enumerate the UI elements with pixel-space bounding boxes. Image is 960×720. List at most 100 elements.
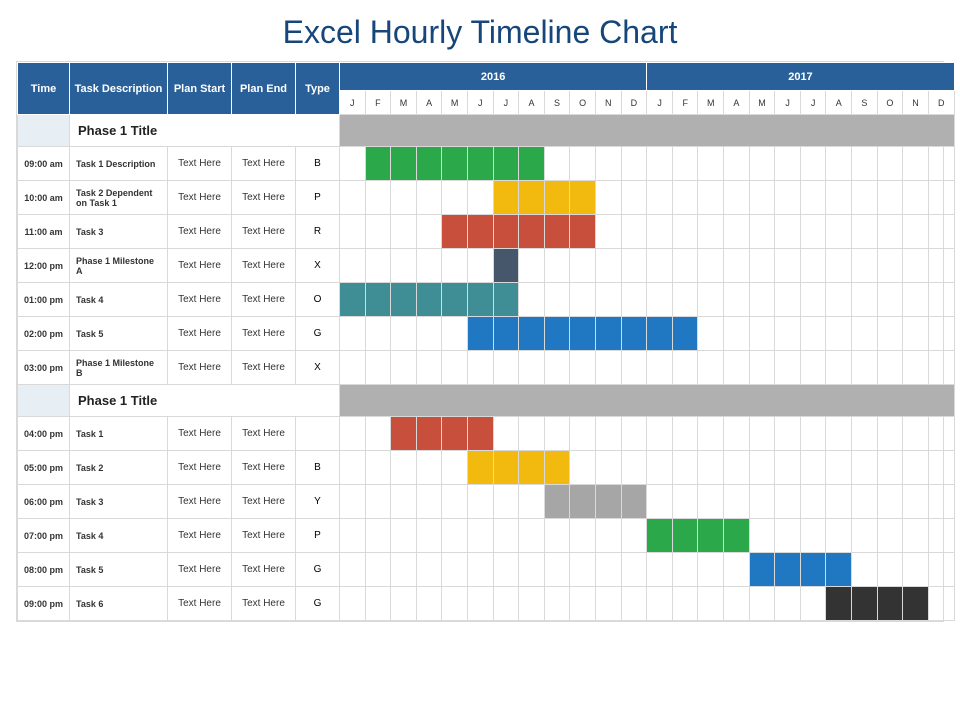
gantt-cell bbox=[928, 519, 954, 553]
task-time: 09:00 pm bbox=[18, 587, 70, 621]
gantt-bar bbox=[545, 181, 570, 214]
phase-bar bbox=[340, 115, 955, 147]
gantt-cell bbox=[570, 417, 596, 451]
gantt-cell bbox=[365, 553, 391, 587]
gantt-cell bbox=[595, 215, 621, 249]
task-plan-end: Text Here bbox=[232, 215, 296, 249]
gantt-cell bbox=[928, 215, 954, 249]
gantt-bar bbox=[366, 147, 391, 180]
gantt-cell bbox=[672, 181, 698, 215]
task-row: 09:00 amTask 1 DescriptionText HereText … bbox=[18, 147, 955, 181]
gantt-cell bbox=[852, 147, 878, 181]
gantt-cell bbox=[340, 147, 366, 181]
gantt-bar bbox=[596, 317, 621, 350]
task-row: 05:00 pmTask 2Text HereText HereB bbox=[18, 451, 955, 485]
gantt-cell bbox=[570, 147, 596, 181]
col-type: Type bbox=[296, 63, 340, 115]
gantt-cell bbox=[724, 249, 750, 283]
task-type: P bbox=[296, 519, 340, 553]
gantt-cell bbox=[775, 147, 801, 181]
gantt-cell bbox=[391, 587, 417, 621]
task-plan-start: Text Here bbox=[168, 215, 232, 249]
gantt-cell bbox=[340, 215, 366, 249]
gantt-cell bbox=[391, 485, 417, 519]
gantt-cell bbox=[826, 147, 852, 181]
gantt-cell bbox=[365, 215, 391, 249]
task-plan-start: Text Here bbox=[168, 147, 232, 181]
gantt-bar bbox=[698, 519, 723, 552]
gantt-cell bbox=[672, 317, 698, 351]
gantt-cell bbox=[416, 181, 442, 215]
gantt-bar bbox=[519, 451, 544, 484]
gantt-cell bbox=[467, 317, 493, 351]
month-header: J bbox=[340, 91, 366, 115]
gantt-cell bbox=[928, 485, 954, 519]
gantt-cell bbox=[903, 181, 929, 215]
gantt-cell bbox=[800, 587, 826, 621]
month-header: O bbox=[570, 91, 596, 115]
gantt-cell bbox=[544, 181, 570, 215]
task-time: 04:00 pm bbox=[18, 417, 70, 451]
gantt-cell bbox=[340, 451, 366, 485]
gantt-cell bbox=[544, 249, 570, 283]
month-header: F bbox=[365, 91, 391, 115]
gantt-cell bbox=[903, 283, 929, 317]
gantt-bar bbox=[494, 147, 519, 180]
gantt-cell bbox=[672, 283, 698, 317]
gantt-cell bbox=[365, 317, 391, 351]
gantt-cell bbox=[621, 519, 647, 553]
gantt-cell bbox=[621, 485, 647, 519]
gantt-bar bbox=[596, 485, 621, 518]
gantt-bar bbox=[468, 215, 493, 248]
gantt-bar bbox=[519, 181, 544, 214]
gantt-cell bbox=[800, 451, 826, 485]
gantt-cell bbox=[775, 451, 801, 485]
gantt-bar bbox=[801, 553, 826, 586]
gantt-cell bbox=[852, 519, 878, 553]
gantt-cell bbox=[467, 351, 493, 385]
task-desc: Task 4 bbox=[70, 283, 168, 317]
gantt-cell bbox=[493, 317, 519, 351]
gantt-cell bbox=[391, 283, 417, 317]
gantt-cell bbox=[467, 485, 493, 519]
gantt-cell bbox=[749, 351, 775, 385]
gantt-bar bbox=[442, 215, 467, 248]
gantt-cell bbox=[391, 553, 417, 587]
gantt-cell bbox=[749, 215, 775, 249]
col-desc: Task Description bbox=[70, 63, 168, 115]
task-time: 08:00 pm bbox=[18, 553, 70, 587]
gantt-cell bbox=[365, 485, 391, 519]
gantt-cell bbox=[698, 553, 724, 587]
gantt-cell bbox=[877, 519, 903, 553]
gantt-bar bbox=[647, 519, 672, 552]
gantt-cell bbox=[647, 317, 673, 351]
phase-row: Phase 1 Title bbox=[18, 385, 955, 417]
gantt-cell bbox=[775, 485, 801, 519]
task-type: R bbox=[296, 215, 340, 249]
task-plan-end: Text Here bbox=[232, 451, 296, 485]
gantt-cell bbox=[672, 351, 698, 385]
gantt-cell bbox=[365, 417, 391, 451]
gantt-cell bbox=[391, 417, 417, 451]
gantt-cell bbox=[519, 485, 545, 519]
gantt-cell bbox=[391, 215, 417, 249]
gantt-cell bbox=[595, 417, 621, 451]
gantt-cell bbox=[928, 283, 954, 317]
gantt-cell bbox=[877, 417, 903, 451]
gantt-bar bbox=[417, 283, 442, 316]
gantt-bar bbox=[570, 181, 595, 214]
gantt-cell bbox=[647, 215, 673, 249]
gantt-cell bbox=[826, 587, 852, 621]
gantt-cell bbox=[672, 249, 698, 283]
task-type: P bbox=[296, 181, 340, 215]
gantt-bar bbox=[826, 553, 851, 586]
gantt-cell bbox=[903, 451, 929, 485]
gantt-bar bbox=[903, 587, 928, 620]
gantt-cell bbox=[775, 317, 801, 351]
gantt-cell bbox=[621, 587, 647, 621]
gantt-cell bbox=[903, 587, 929, 621]
gantt-cell bbox=[544, 451, 570, 485]
task-desc: Task 5 bbox=[70, 553, 168, 587]
gantt-cell bbox=[340, 249, 366, 283]
month-header: D bbox=[621, 91, 647, 115]
